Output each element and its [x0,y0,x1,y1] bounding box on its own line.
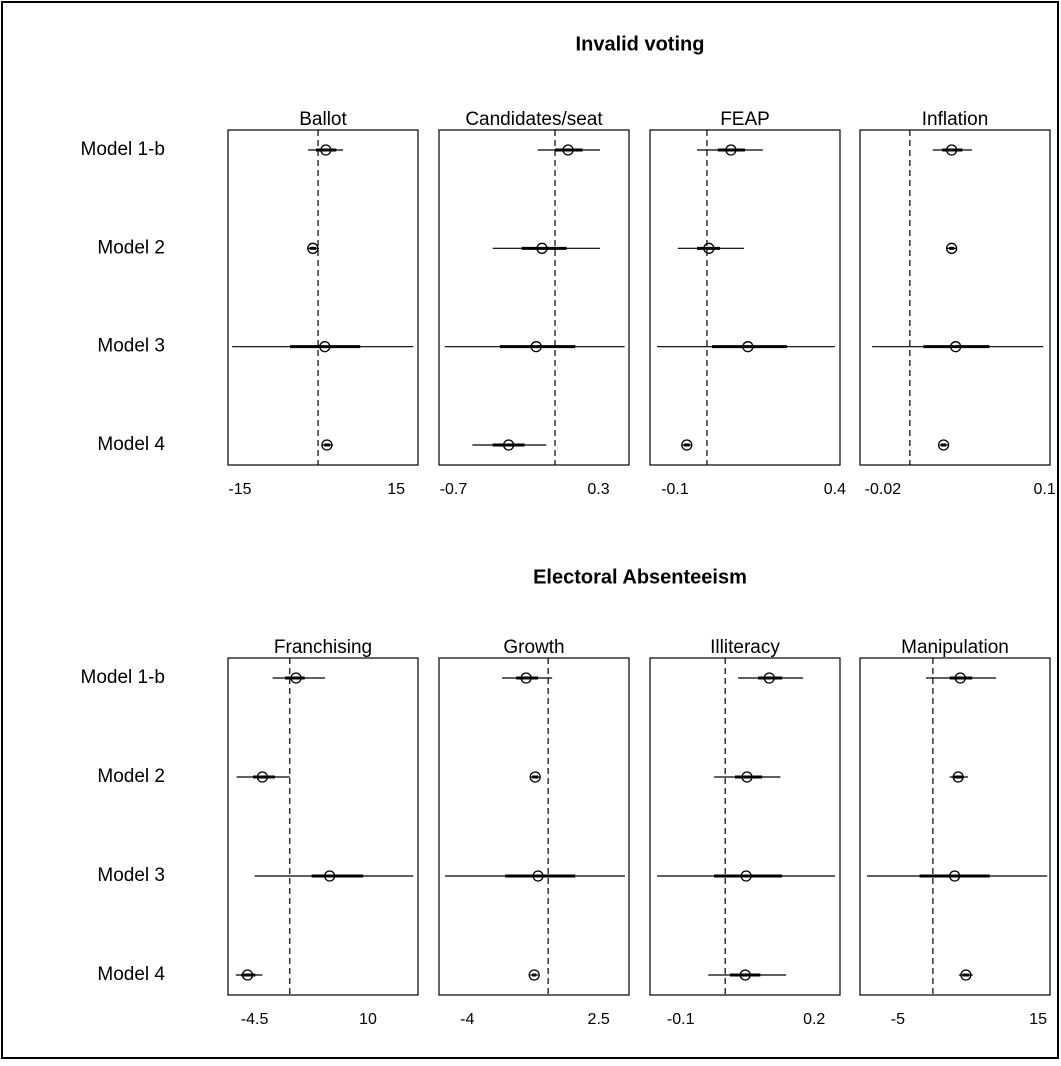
estimate-point [320,144,332,156]
panel-box [227,657,419,996]
estimate-point [520,672,532,684]
panel-box [859,129,1051,466]
estimate-point [321,439,333,451]
panel-title: Growth [503,637,564,658]
panel-box [438,129,630,466]
row-label: Model 2 [97,766,165,787]
estimate-point [945,242,958,254]
panel-title: Franchising [274,637,372,658]
panel-title: Manipulation [901,637,1009,658]
estimate-point [529,771,541,783]
x-tick-label: 2.5 [588,1011,610,1028]
estimate-point [742,341,754,353]
panel-title: Illiteracy [710,637,780,658]
estimate-point [562,144,574,156]
row-label: Model 3 [97,336,165,357]
x-tick-label: -15 [228,481,251,498]
panel-box [227,129,419,466]
x-tick-label: -0.1 [667,1011,695,1028]
row-label: Model 1-b [81,139,166,160]
estimate-point [241,969,254,981]
estimate-point [954,672,966,684]
x-tick-label: -4 [460,1011,474,1028]
row-label: Model 3 [97,865,165,886]
x-tick-label: 0.2 [803,1011,825,1028]
estimate-point [502,439,515,451]
panel-box [649,657,841,996]
estimate-point [741,771,753,783]
estimate-point [256,771,269,783]
panel-title: Ballot [299,109,347,130]
panel-title: FEAP [720,109,770,130]
x-tick-label: -4.5 [241,1011,269,1028]
estimate-point [703,242,715,254]
estimate-point [536,242,548,254]
section-title: Electoral Absenteeism [533,566,747,588]
estimate-point [530,341,542,353]
estimate-point [319,341,331,353]
estimate-point [290,672,302,684]
x-tick-label: 0.4 [824,481,846,498]
estimate-point [937,439,950,451]
estimate-point [725,144,737,156]
x-tick-label: -0.02 [865,481,902,498]
estimate-point [528,969,540,981]
x-tick-label: 15 [1029,1011,1047,1028]
panel-title: Inflation [922,109,989,130]
x-tick-label: 10 [359,1011,377,1028]
x-tick-label: -5 [891,1011,905,1028]
estimate-point [740,870,752,882]
estimate-point [532,870,544,882]
panel-title: Candidates/seat [465,109,603,130]
x-tick-label: 0.3 [587,481,609,498]
panel-box [438,657,630,996]
estimate-point [323,870,336,882]
estimate-point [307,242,319,254]
estimate-point [763,672,775,684]
x-tick-label: 15 [387,481,405,498]
estimate-point [960,969,972,981]
row-label: Model 4 [97,964,165,985]
estimate-point [739,969,751,981]
estimate-point [681,439,693,451]
estimate-point [945,144,958,156]
row-label: Model 1-b [81,667,166,688]
x-tick-label: -0.7 [440,481,468,498]
panel-box [859,657,1051,996]
estimate-point [950,341,962,353]
estimate-point [948,870,961,882]
section-title: Invalid voting [576,33,705,55]
row-label: Model 2 [97,237,165,258]
x-tick-label: 0.1 [1033,481,1055,498]
panel-box [649,129,841,466]
row-label: Model 4 [97,434,165,455]
estimate-point [952,771,964,783]
x-tick-label: -0.1 [661,481,689,498]
